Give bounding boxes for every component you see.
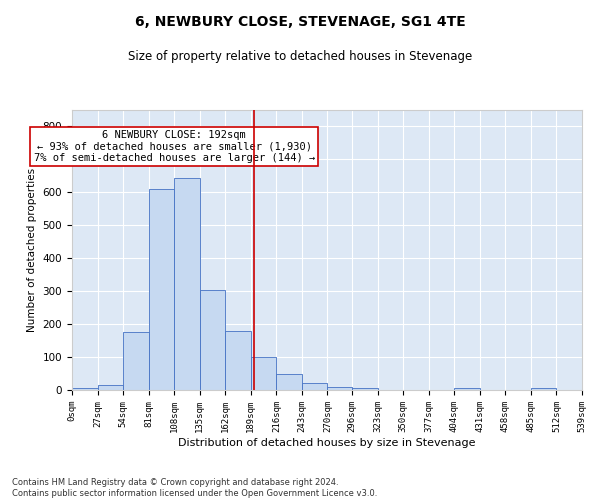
Bar — [531, 388, 556, 390]
Text: 6 NEWBURY CLOSE: 192sqm
← 93% of detached houses are smaller (1,930)
7% of semi-: 6 NEWBURY CLOSE: 192sqm ← 93% of detache… — [34, 130, 315, 163]
Text: Size of property relative to detached houses in Stevenage: Size of property relative to detached ho… — [128, 50, 472, 63]
Bar — [251, 357, 277, 390]
Bar — [174, 178, 200, 390]
Bar — [302, 384, 328, 390]
Bar — [277, 374, 302, 390]
Text: 6, NEWBURY CLOSE, STEVENAGE, SG1 4TE: 6, NEWBURY CLOSE, STEVENAGE, SG1 4TE — [134, 15, 466, 29]
Bar — [328, 386, 352, 390]
Bar — [98, 385, 123, 390]
Bar — [123, 332, 149, 390]
Bar — [149, 189, 174, 390]
Bar — [352, 388, 377, 390]
Y-axis label: Number of detached properties: Number of detached properties — [27, 168, 37, 332]
Text: Contains HM Land Registry data © Crown copyright and database right 2024.
Contai: Contains HM Land Registry data © Crown c… — [12, 478, 377, 498]
Bar — [72, 388, 98, 390]
Bar — [454, 388, 480, 390]
X-axis label: Distribution of detached houses by size in Stevenage: Distribution of detached houses by size … — [178, 438, 476, 448]
Bar — [225, 330, 251, 390]
Bar — [200, 290, 225, 390]
